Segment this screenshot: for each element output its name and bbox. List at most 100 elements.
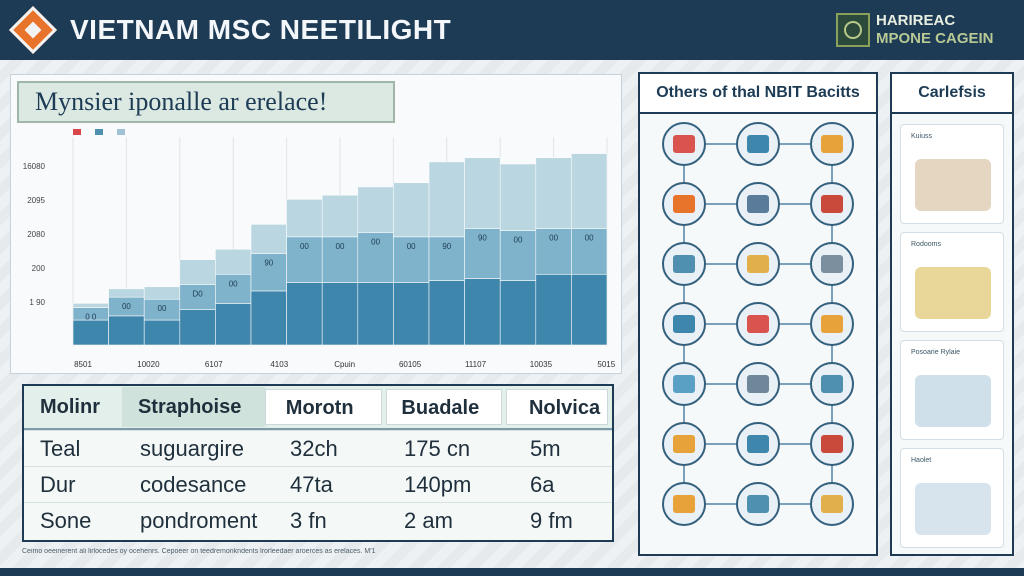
node-illustration-icon: [747, 255, 769, 273]
table-cell: 3 fn: [290, 507, 327, 533]
info-card[interactable]: Kuiuss: [900, 124, 1004, 224]
connector-line: [683, 166, 685, 182]
bar-segment: [321, 282, 359, 346]
bar-segment: [571, 273, 608, 346]
legend-item: [95, 129, 103, 135]
chart-panel: Mynsier iponalle ar erelace! 1 90 200 2080…: [10, 74, 622, 374]
diagram-node-icon[interactable]: [662, 482, 706, 526]
footer-band: [0, 568, 1024, 576]
node-illustration-icon: [673, 435, 695, 453]
table-cell: 140pm: [404, 471, 472, 497]
bar-segment: [535, 228, 572, 275]
x-tick-label: Cpuin: [334, 360, 355, 369]
diagram-node-icon[interactable]: [662, 122, 706, 166]
bar-segment: [464, 228, 501, 279]
bar-segment: [464, 278, 501, 346]
bar-data-label: 90: [264, 258, 273, 267]
connector-line: [831, 286, 833, 302]
column-header[interactable]: Molinr: [40, 395, 100, 418]
stacked-bar-chart: 1 90 200 2080 2095 16080 0 0 00 00 D0 00 90 00 00 00 0…: [23, 137, 616, 369]
diagram-node-icon[interactable]: [736, 182, 780, 226]
node-illustration-icon: [673, 495, 695, 513]
table-cell: 32ch: [290, 435, 338, 461]
bar-segment: [499, 280, 537, 346]
diagram-panel: Others of thal NBIT Bacitts: [638, 72, 878, 556]
bar-segment: [143, 319, 181, 346]
legend-item: [73, 129, 81, 135]
connector-line: [831, 166, 833, 182]
column-header[interactable]: Morotn: [264, 389, 383, 425]
legend-item: [117, 129, 125, 135]
y-tick-label: 2095: [27, 196, 45, 205]
diagram-node-icon[interactable]: [736, 422, 780, 466]
bar-data-label: 90: [478, 234, 487, 243]
footnote: Ceimo oeeinerent ali lirlocedes oy ocehe…: [22, 548, 376, 555]
node-illustration-icon: [747, 315, 769, 333]
brand-block: HARIREAC MPONE CAGEIN: [836, 8, 1008, 52]
diagram-node-icon[interactable]: [810, 182, 854, 226]
diagram-node-icon[interactable]: [810, 122, 854, 166]
diagram-node-icon[interactable]: [662, 362, 706, 406]
process-diagram: [640, 114, 876, 554]
bar-data-label: 00: [371, 238, 380, 247]
diagram-node-icon[interactable]: [736, 362, 780, 406]
diagram-node-icon[interactable]: [736, 242, 780, 286]
table-cell: Sone: [40, 507, 92, 533]
bar-segment: [428, 161, 465, 238]
bar-data-label: 00: [407, 242, 416, 251]
node-illustration-icon: [821, 255, 843, 273]
table-cell: 5m: [530, 435, 561, 461]
diagram-node-icon[interactable]: [810, 242, 854, 286]
brand-emblem-icon: [836, 13, 870, 47]
diagram-node-icon[interactable]: [736, 122, 780, 166]
diagram-node-icon[interactable]: [662, 422, 706, 466]
y-tick-label: 16080: [23, 162, 46, 171]
table-row[interactable]: Dur codesance 47ta 140pm 6a: [24, 466, 612, 502]
node-illustration-icon: [821, 435, 843, 453]
x-tick-label: 11107: [465, 360, 487, 369]
column-header[interactable]: Buadale: [386, 389, 502, 425]
data-table: Molinr Straphoise Morotn Buadale Nolvica…: [22, 384, 614, 542]
laptop-illustration-icon: [915, 483, 991, 535]
table-cell: Teal: [40, 435, 81, 461]
bar-data-label: 90: [442, 242, 451, 251]
info-card[interactable]: Haolet: [900, 448, 1004, 548]
bar-data-label: 0 0: [85, 313, 97, 322]
column-header[interactable]: Nolvica: [505, 389, 608, 425]
diagram-node-icon[interactable]: [810, 482, 854, 526]
info-card[interactable]: Posoarie Rylaie: [900, 340, 1004, 440]
table-row[interactable]: Teal suguargire 32ch 175 cn 5m: [24, 430, 612, 466]
column-header[interactable]: Straphoise: [121, 387, 265, 427]
diagram-node-icon[interactable]: [736, 482, 780, 526]
diagram-node-icon[interactable]: [810, 362, 854, 406]
diagram-node-icon[interactable]: [662, 242, 706, 286]
bar-segment: [535, 273, 572, 346]
coins-illustration-icon: [915, 267, 991, 319]
diagram-node-icon[interactable]: [736, 302, 780, 346]
diagram-node-icon[interactable]: [810, 422, 854, 466]
bar-data-label: 00: [158, 304, 167, 313]
diagram-node-icon[interactable]: [662, 182, 706, 226]
table-cell: codesance: [140, 471, 247, 497]
table-cell: 9 fm: [530, 507, 573, 533]
bar-segment: [250, 290, 287, 346]
bar-segment: [250, 224, 287, 254]
table-cell: 175 cn: [404, 435, 471, 461]
bar-segment: [464, 157, 501, 229]
factory-illustration-icon: [915, 159, 991, 211]
bar-segment: [499, 163, 537, 231]
bar-segment: [357, 282, 394, 346]
bar-segment: [286, 282, 323, 346]
connector-line: [831, 466, 833, 482]
connector-line: [831, 406, 833, 422]
connector-line: [683, 226, 685, 242]
x-tick-label: 10035: [530, 360, 553, 369]
table-row[interactable]: Sone pondroment 3 fn 2 am 9 fm: [24, 502, 612, 538]
bar-segment: [72, 303, 109, 308]
diagram-node-icon[interactable]: [662, 302, 706, 346]
node-illustration-icon: [747, 375, 769, 393]
bar-segment: [321, 194, 359, 238]
bar-data-label: 00: [549, 234, 558, 243]
diagram-node-icon[interactable]: [810, 302, 854, 346]
info-card[interactable]: Rodooms: [900, 232, 1004, 332]
